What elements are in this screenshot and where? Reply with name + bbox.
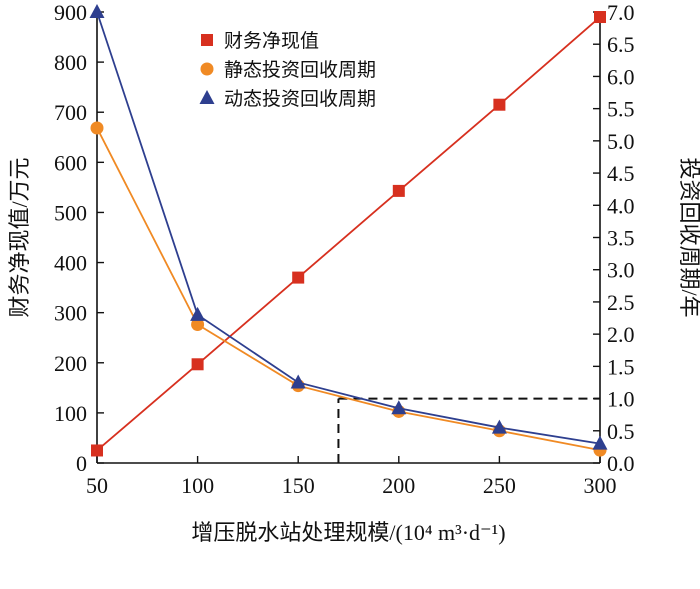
series-line-0	[96, 16, 601, 452]
y-left-tick-label: 600	[54, 150, 87, 175]
legend-marker-1	[200, 62, 214, 76]
y-right-tick-label: 3.0	[607, 258, 635, 283]
legend-marker-0	[201, 34, 213, 46]
x-tick-label: 200	[382, 473, 415, 498]
x-tick-label: 300	[584, 473, 617, 498]
y-left-tick-label: 100	[54, 401, 87, 426]
y-left-tick-label: 200	[54, 351, 87, 376]
y-right-tick-label: 6.5	[607, 32, 635, 57]
y-left-axis-label: 财务净现值/万元	[7, 157, 32, 317]
axis-labels: 增压脱水站处理规模/(10⁴ m³·d⁻¹) 财务净现值/万元 投资回收周期/年	[7, 157, 700, 545]
y-right-tick-label: 4.5	[607, 161, 635, 186]
data-point-2	[290, 374, 306, 389]
y-right-tick-label: 0.0	[607, 451, 635, 476]
x-tick-label: 250	[483, 473, 516, 498]
legend-label-1: 静态投资回收周期	[224, 59, 376, 81]
y-right-tick-label: 7.0	[607, 0, 635, 25]
data-point-2	[190, 306, 206, 321]
legend-marker-2	[199, 90, 215, 104]
y-right-tick-label: 1.0	[607, 387, 635, 412]
axes: 50 100 150 200 250 300 0 100 200 300 400 500 600 700 8…	[54, 0, 635, 498]
data-point-0	[493, 98, 506, 111]
reference-lines	[337, 397, 600, 463]
y-right-axis-label: 投资回收周期/年	[677, 157, 700, 317]
x-tick-label: 100	[181, 473, 214, 498]
y-left-tick-label: 700	[54, 100, 87, 125]
y-right-tick-label: 4.0	[607, 193, 635, 218]
data-point-2	[391, 400, 407, 415]
x-axis-label: 增压脱水站处理规模/(10⁴ m³·d⁻¹)	[191, 520, 505, 545]
y-right-tick-label: 2.0	[607, 322, 635, 347]
data-point-0	[91, 444, 103, 457]
data-point-1	[90, 121, 104, 135]
data-point-0	[292, 271, 305, 284]
data-point-2	[592, 435, 608, 450]
y-left-tick-label: 0	[76, 451, 87, 476]
data-point-1	[191, 317, 205, 331]
data-point-0	[191, 358, 204, 371]
y-right-tick-label: 0.5	[607, 419, 635, 444]
y-right-tick-label: 3.5	[607, 226, 635, 251]
y-right-tick-label: 2.5	[607, 290, 635, 315]
y-right-tick-label: 6.0	[607, 64, 635, 89]
series-line-1	[96, 127, 601, 451]
y-left-tick-label: 400	[54, 251, 87, 276]
y-left-tick-label: 900	[54, 0, 87, 25]
y-right-tick-label: 5.5	[607, 97, 635, 122]
x-tick-label: 150	[282, 473, 315, 498]
y-left-tick-label: 300	[54, 301, 87, 326]
legend-label-2: 动态投资回收周期	[224, 88, 376, 110]
data-point-0	[594, 11, 606, 24]
y-left-tick-label: 800	[54, 50, 87, 75]
y-right-tick-label: 1.5	[607, 354, 635, 379]
y-right-tick-label: 5.0	[607, 129, 635, 154]
y-left-tick-label: 500	[54, 200, 87, 225]
data-point-0	[392, 184, 405, 197]
series-layer	[89, 4, 608, 457]
data-point-2	[89, 4, 105, 18]
x-tick-label: 50	[86, 473, 108, 498]
data-point-2	[491, 419, 507, 434]
legend-label-0: 财务净现值	[224, 30, 319, 52]
series-line-2	[96, 11, 601, 445]
